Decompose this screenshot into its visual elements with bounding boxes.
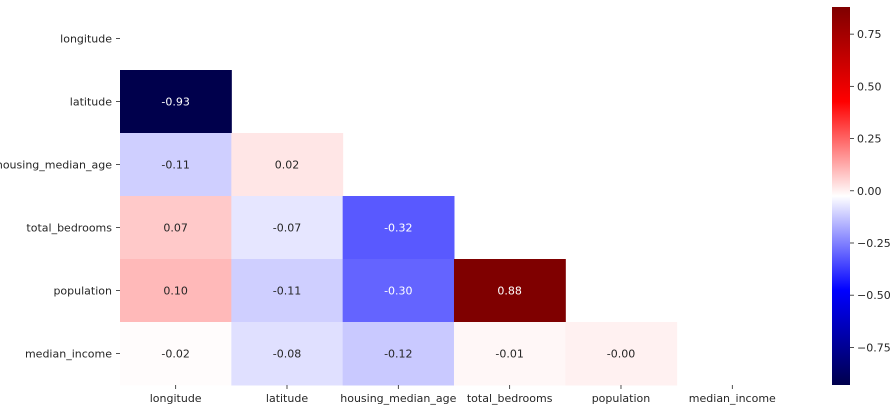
heatmap-cell-5-0 [120,322,232,386]
colorbar-gradient [832,7,850,385]
heatmap-cell-2-1 [231,133,344,197]
cell-value-label-4-3: 0.88 [497,285,522,298]
cell-value-label-2-1: 0.02 [275,159,300,172]
heatmap-cell-3-1 [231,196,344,260]
cell-value-label-3-1: -0.07 [273,222,301,235]
heatmap-cell-labels: -0.93 -0.11 0.02 0.07 -0.07 -0.32 0.10 -0.11 -0.… [161,96,635,361]
heatmap-cell-5-2 [342,322,455,386]
x-tick-label-0: longitude [150,392,202,405]
cell-value-label-4-2: -0.30 [384,285,412,298]
colorbar-tick-label-2: 0.25 [857,133,882,146]
cell-value-label-3-2: -0.32 [384,222,412,235]
colorbar-tick-label-4: −0.25 [857,237,891,250]
cell-value-label-5-0: -0.02 [161,348,189,361]
y-axis: longitude latitude housing_median_agetotal… [0,33,120,361]
cell-value-label-1-0: -0.93 [161,96,189,109]
colorbar-tick-label-0: 0.75 [857,28,882,41]
cell-value-label-4-1: -0.11 [273,285,301,298]
x-tick-label-1: latitude [266,392,308,405]
y-tick-label-2: housing_median_age [0,159,112,172]
heatmap-cell-3-2 [342,196,455,260]
y-tick-label-1: latitude [70,96,112,109]
x-tick-label-2: housing_median_age [340,392,456,405]
colorbar-tick-label-6: −0.75 [857,341,891,354]
cell-value-label-5-2: -0.12 [384,348,412,361]
cell-value-label-5-4: -0.00 [607,348,635,361]
heatmap-cell-4-3 [453,259,566,323]
colorbar-tick-label-3: 0.00 [857,185,882,198]
heatmap-cell-5-4 [565,322,678,386]
cell-value-label-2-0: -0.11 [161,159,189,172]
heatmap-cell-5-3 [453,322,566,386]
y-tick-label-0: longitude [60,33,112,46]
cell-value-label-5-3: -0.01 [495,348,523,361]
heatmap-cell-4-2 [342,259,455,323]
heatmap-cell-4-1 [231,259,344,323]
x-axis: longitude latitude housing_median_age total… [150,385,776,405]
cell-value-label-3-0: 0.07 [163,222,188,235]
colorbar-tick-label-1: 0.50 [857,80,882,93]
x-tick-label-4: population [592,392,651,405]
heatmap-cells [120,70,678,386]
colorbar: 0.75 0.50 0.25 0.00 −0.25 −0.50 −0.75 [832,7,891,385]
y-tick-label-4: population [53,285,112,298]
heatmap-cell-4-0 [120,259,232,323]
x-tick-label-3: total_bedrooms [467,392,553,405]
cell-value-label-5-1: -0.08 [273,348,301,361]
y-tick-label-5: median_income [25,348,112,361]
colorbar-ticks: 0.75 0.50 0.25 0.00 −0.25 −0.50 −0.75 [850,28,891,354]
heatmap-cell-2-0 [120,133,232,197]
y-tick-label-3: total_bedrooms [26,222,112,235]
colorbar-tick-label-5: −0.50 [857,289,891,302]
heatmap-cell-1-0 [120,70,232,134]
heatmap-cell-5-1 [231,322,344,386]
heatmap-cell-3-0 [120,196,232,260]
cell-value-label-4-0: 0.10 [163,285,188,298]
x-tick-label-5: median_income [689,392,776,405]
